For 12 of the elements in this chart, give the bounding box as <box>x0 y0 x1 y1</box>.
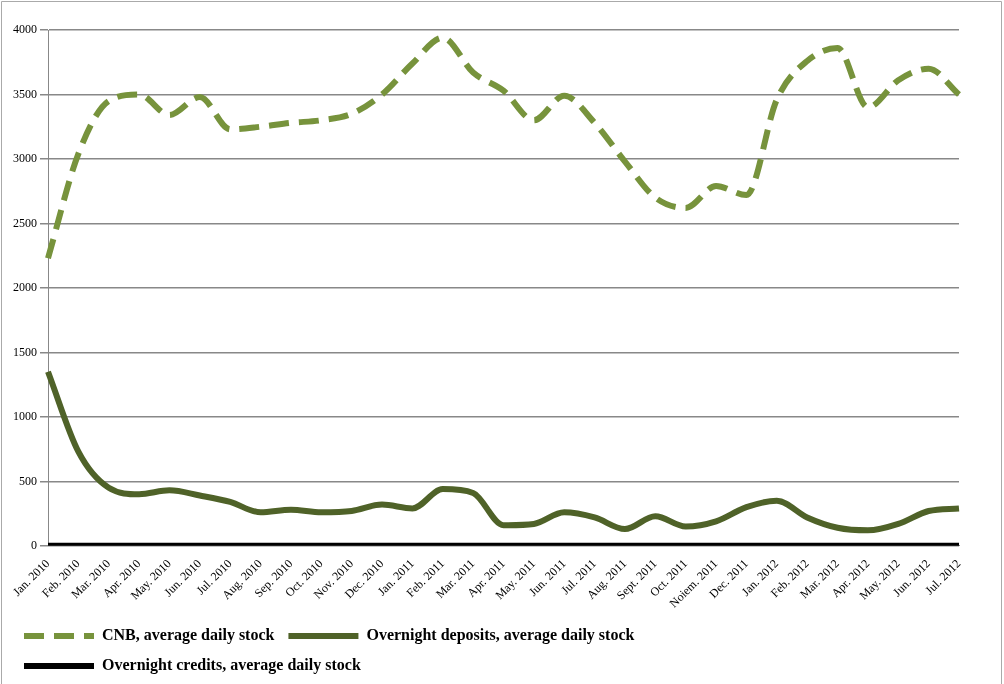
y-tick-label: 1500 <box>13 344 37 359</box>
y-tick-label: 2000 <box>13 280 37 295</box>
legend-label: Overnight deposits, average daily stock <box>366 626 635 645</box>
y-tick-label: 1000 <box>13 409 37 424</box>
y-tick-label: 0 <box>31 537 37 552</box>
y-tick-label: 3000 <box>13 151 37 166</box>
y-tick-label: 3500 <box>13 86 37 101</box>
y-tick-label: 4000 <box>13 22 37 37</box>
legend-label: Overnight credits, average daily stock <box>102 656 361 675</box>
legend-label: CNB, average daily stock <box>102 626 275 645</box>
y-tick-label: 500 <box>19 473 37 488</box>
y-tick-label: 2500 <box>13 215 37 230</box>
